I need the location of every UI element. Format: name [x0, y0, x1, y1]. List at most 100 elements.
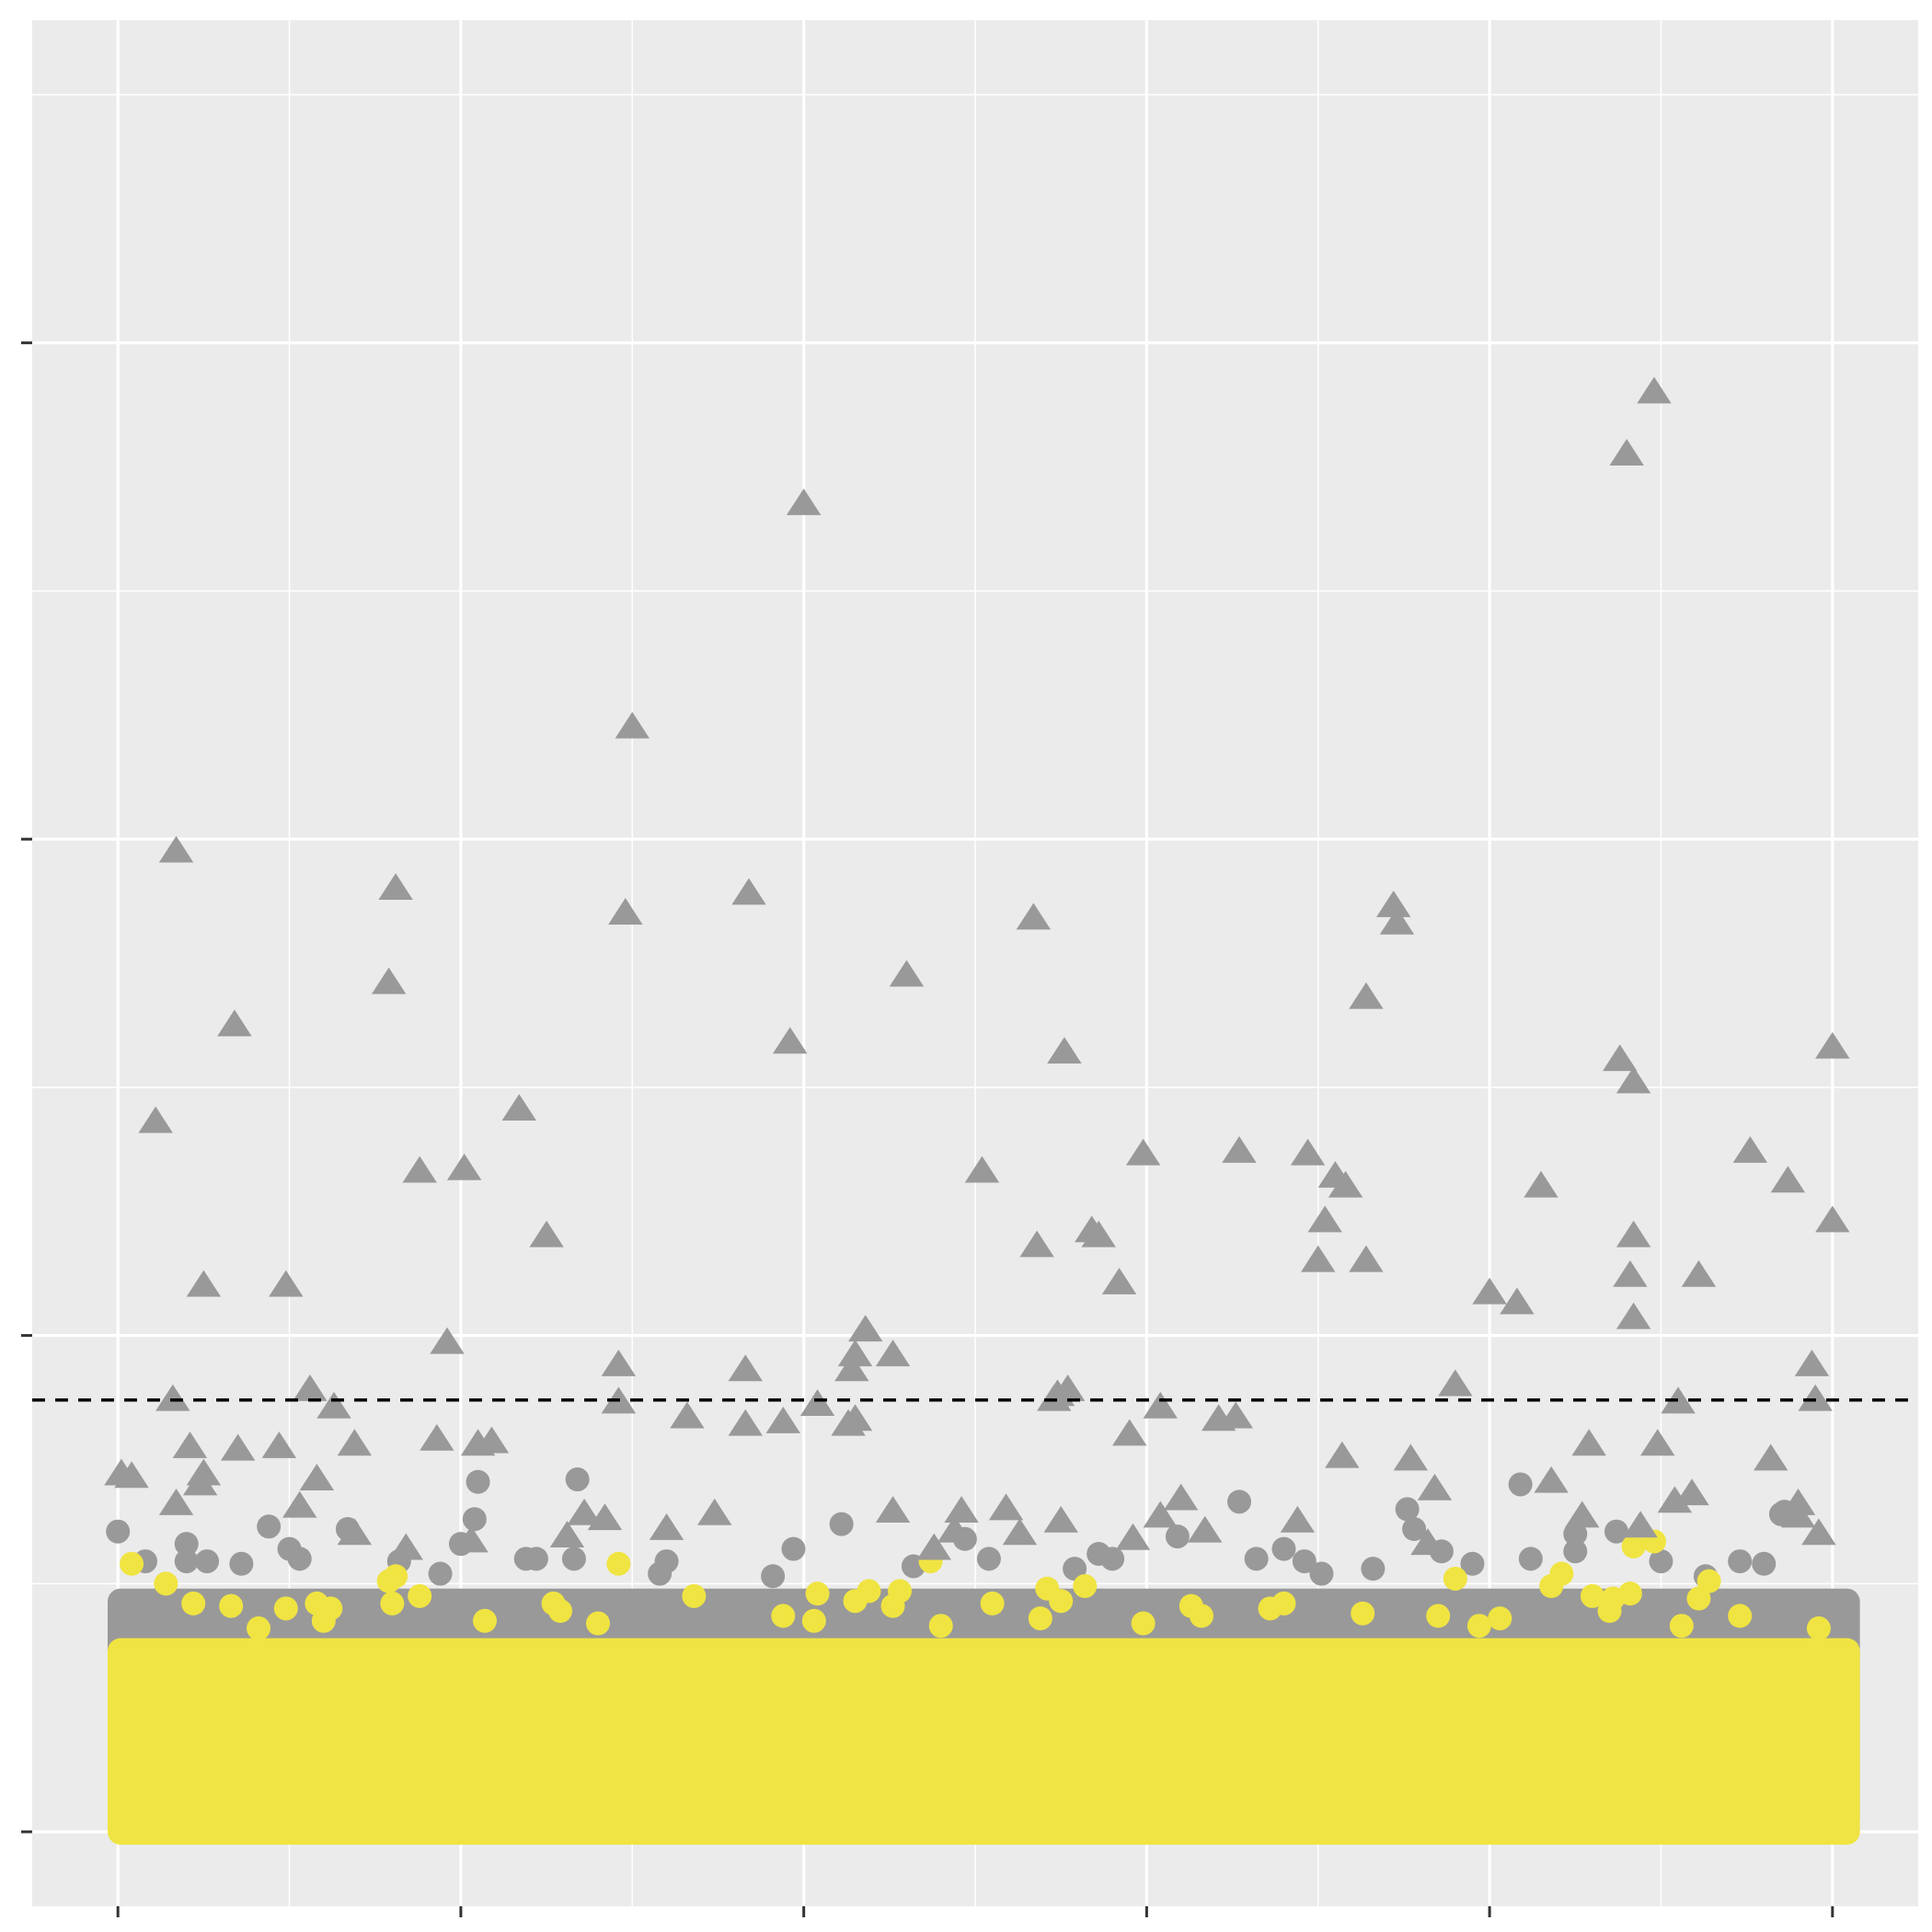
triangle-point	[1732, 1136, 1768, 1163]
triangle-point	[1794, 1349, 1830, 1376]
gray-point	[1518, 1547, 1543, 1571]
yellow-point	[1597, 1599, 1622, 1624]
triangle-point	[1112, 1419, 1147, 1446]
yellow-point	[473, 1608, 497, 1633]
triangle-point	[1050, 1374, 1086, 1401]
yellow-point	[1686, 1586, 1711, 1611]
gray-point	[1604, 1519, 1628, 1544]
yellow-point	[1190, 1604, 1213, 1628]
yellow-point	[1073, 1574, 1098, 1599]
triangle-point	[1016, 903, 1052, 930]
triangle-point	[567, 1498, 602, 1525]
yellow-point	[980, 1591, 1005, 1616]
triangle-point	[615, 711, 650, 739]
gray-point	[195, 1549, 220, 1574]
triangle-point	[1188, 1515, 1223, 1543]
triangle-point	[799, 1389, 835, 1417]
triangle-point	[728, 1409, 763, 1436]
gray-point	[174, 1549, 199, 1574]
gray-point	[428, 1561, 453, 1586]
gray-point	[829, 1512, 854, 1536]
triangle-point	[1770, 1166, 1806, 1193]
triangle-point	[1801, 1518, 1836, 1546]
triangle-point	[1640, 1429, 1675, 1456]
triangle-point	[1780, 1501, 1816, 1528]
triangle-point	[1047, 1037, 1082, 1064]
triangle-point	[293, 1374, 328, 1401]
gray-point	[229, 1551, 254, 1576]
triangle-point	[1002, 1518, 1038, 1546]
triangle-point	[1222, 1136, 1257, 1163]
yellow-point	[1131, 1611, 1156, 1636]
triangle-point	[670, 1401, 705, 1429]
triangle-point	[172, 1431, 208, 1458]
gray-point	[1460, 1551, 1485, 1576]
triangle-point	[220, 1433, 256, 1461]
triangle-point	[608, 898, 643, 925]
gray-point	[1309, 1561, 1334, 1586]
triangle-point	[155, 1384, 190, 1411]
yellow-point	[1806, 1616, 1831, 1640]
triangle-point	[1815, 1205, 1850, 1233]
yellow-point	[1028, 1606, 1052, 1631]
triangle-point	[1115, 1523, 1151, 1550]
triangle-point	[1376, 890, 1411, 917]
triangle-point	[1798, 1384, 1833, 1411]
triangle-point	[430, 1327, 465, 1354]
yellow-point	[1580, 1583, 1604, 1608]
yellow-point	[380, 1591, 405, 1616]
triangle-point	[773, 1027, 808, 1054]
triangle-point	[1609, 439, 1644, 466]
triangle-point	[1623, 1511, 1658, 1538]
triangle-point	[1307, 1205, 1342, 1233]
yellow-point	[120, 1551, 144, 1576]
yellow-point	[880, 1593, 905, 1618]
gray-point	[1063, 1557, 1087, 1581]
triangle-point	[1019, 1230, 1054, 1258]
yellow-point	[1696, 1569, 1721, 1593]
gray-point	[1563, 1539, 1588, 1564]
triangle-point	[337, 1429, 373, 1456]
triangle-point	[875, 1496, 911, 1524]
triangle-point	[1571, 1429, 1606, 1456]
triangle-point	[834, 1354, 869, 1382]
triangle-point	[378, 873, 413, 900]
triangle-point	[138, 1106, 173, 1133]
triangle-point	[587, 1503, 623, 1531]
gray-point	[781, 1536, 806, 1561]
yellow-point	[1351, 1601, 1375, 1626]
triangle-point	[1472, 1277, 1507, 1305]
yellow-point	[408, 1583, 432, 1608]
yellow-point	[273, 1596, 298, 1621]
triangle-point	[1616, 1220, 1651, 1248]
gray-point	[287, 1547, 312, 1571]
yellow-point	[928, 1614, 953, 1639]
yellow-point	[771, 1604, 796, 1628]
yellow-point	[843, 1589, 868, 1614]
gray-point	[106, 1519, 131, 1544]
gray-point	[1227, 1489, 1251, 1514]
dense-point-band	[108, 1588, 1860, 1846]
triangle-point	[601, 1349, 637, 1376]
triangle-point	[529, 1220, 564, 1248]
triangle-point	[1815, 1031, 1850, 1059]
yellow-point	[1049, 1589, 1074, 1614]
gray-triangle-points	[104, 376, 1850, 1560]
yellow-point	[376, 1569, 401, 1593]
triangle-point	[875, 1340, 911, 1367]
triangle-point	[1616, 1066, 1651, 1094]
triangle-point	[299, 1464, 335, 1490]
triangle-point	[454, 1525, 489, 1553]
triangle-point	[786, 488, 822, 515]
yellow-point	[606, 1551, 631, 1576]
triangle-point	[1379, 907, 1415, 935]
gray-point	[1361, 1557, 1386, 1581]
yellow-point	[805, 1581, 830, 1606]
yellow-point	[1466, 1614, 1491, 1639]
gray-point	[1728, 1549, 1753, 1574]
yellow-point	[1426, 1604, 1451, 1628]
triangle-point	[1201, 1404, 1236, 1432]
triangle-point	[1317, 1160, 1353, 1188]
gray-point	[761, 1564, 786, 1589]
triangle-point	[831, 1409, 866, 1436]
